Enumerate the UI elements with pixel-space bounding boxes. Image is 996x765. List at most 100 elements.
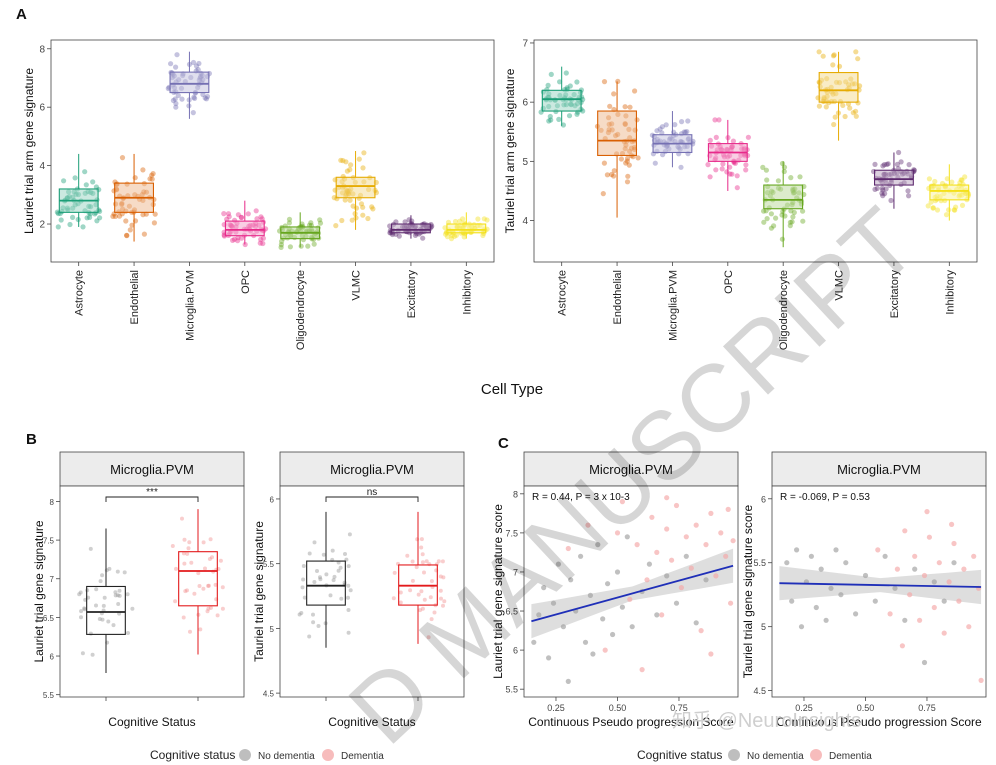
data-point-opc: [235, 235, 241, 241]
data-point-opc: [705, 162, 711, 168]
data-point-microglia-pvm: [191, 94, 197, 100]
facet-strip: [59, 451, 245, 487]
data-point-astrocyte: [548, 71, 554, 77]
data-point-dementia: [664, 495, 670, 501]
y-tick-label: 7: [50, 575, 55, 584]
data-point-oligodendrocyte: [761, 208, 767, 214]
data-point-microglia-pvm: [663, 122, 669, 128]
data-point-no-dementia: [104, 568, 109, 573]
data-point-opc: [258, 214, 264, 220]
data-point-opc: [258, 236, 264, 242]
data-point-dementia: [420, 560, 425, 565]
data-point-no-dementia: [808, 553, 815, 559]
data-point-vlmc: [356, 156, 362, 162]
data-point-no-dementia: [664, 573, 670, 579]
data-point-no-dementia: [113, 590, 118, 595]
data-point-dementia: [912, 553, 918, 559]
data-point-inhibitory: [932, 178, 938, 185]
data-point-dementia: [725, 506, 731, 512]
data-point-vlmc: [830, 53, 837, 59]
data-point-dementia: [180, 516, 184, 521]
data-point-microglia-pvm: [195, 67, 201, 73]
data-point-no-dementia: [951, 560, 957, 566]
data-point-dementia: [218, 558, 223, 563]
data-point-no-dementia: [126, 631, 130, 635]
data-point-oligodendrocyte: [278, 242, 284, 248]
data-point-vlmc: [836, 63, 843, 69]
data-point-no-dementia: [823, 617, 829, 623]
data-point-microglia-pvm: [175, 92, 181, 99]
data-point-endothelial: [622, 104, 628, 110]
data-point-endothelial: [141, 231, 147, 237]
data-point-excitatory: [896, 149, 902, 156]
data-point-excitatory: [898, 159, 904, 165]
data-point-microglia-pvm: [170, 97, 176, 104]
x-tick-label: 0.75: [918, 703, 936, 713]
data-point-opc: [224, 216, 230, 222]
legend-label-no-dementia: No dementia: [258, 751, 315, 762]
data-point-oligodendrocyte: [779, 160, 786, 167]
data-point-dementia: [201, 586, 206, 591]
data-point-opc: [727, 164, 733, 170]
data-point-vlmc: [347, 197, 353, 203]
data-point-no-dementia: [330, 548, 335, 553]
data-point-dementia: [198, 627, 203, 632]
data-point-oligodendrocyte: [788, 208, 794, 214]
data-point-no-dementia: [332, 574, 337, 579]
data-point-dementia: [208, 605, 213, 610]
y-tick-label: 5.5: [43, 691, 55, 700]
data-point-dementia: [220, 606, 225, 611]
data-point-dementia: [420, 606, 425, 611]
data-point-excitatory: [396, 233, 402, 239]
data-point-dementia: [201, 540, 206, 545]
x-tick-label-astrocyte: Astrocyte: [557, 270, 569, 316]
significance-bracket: [105, 496, 199, 502]
data-point-no-dementia: [297, 612, 302, 617]
data-point-inhibitory: [475, 216, 481, 222]
data-point-vlmc: [816, 49, 822, 55]
data-point-oligodendrocyte: [278, 244, 284, 250]
data-point-dementia: [956, 598, 962, 604]
data-point-vlmc: [853, 108, 859, 114]
data-point-opc: [242, 241, 248, 248]
data-point-excitatory: [882, 191, 888, 197]
data-point-inhibitory: [930, 205, 936, 211]
data-point-dementia: [182, 537, 187, 542]
data-point-astrocyte: [94, 218, 100, 224]
data-point-no-dementia: [117, 588, 122, 593]
data-point-inhibitory: [944, 176, 950, 182]
data-point-no-dementia: [338, 565, 343, 570]
data-point-endothelial: [140, 167, 146, 173]
y-axis-label: Tauriel trial gene signature: [252, 521, 266, 662]
x-tick-label-microglia-pvm: Microglia.PVM: [184, 270, 196, 341]
data-point-dementia: [664, 526, 670, 532]
data-point-astrocyte: [545, 82, 551, 88]
data-point-vlmc: [353, 205, 360, 211]
data-point-endothelial: [132, 175, 138, 181]
data-point-microglia-pvm: [678, 164, 684, 170]
data-point-dementia: [187, 540, 192, 545]
data-point-opc: [716, 117, 722, 123]
facet-strip: [523, 451, 739, 487]
chart-c-tauriel-vs-pseudo-progression: Microglia.PVM 4.5 5 5.5 6 Tauriel trial gene …: [741, 451, 987, 729]
data-point-no-dementia: [328, 593, 333, 598]
legend: Cognitive status No dementia Dementia Co…: [150, 748, 872, 762]
data-point-dementia: [649, 514, 655, 520]
data-point-no-dementia: [582, 639, 589, 645]
data-point-no-dementia: [673, 600, 680, 606]
data-point-vlmc: [831, 52, 837, 58]
box-excitatory: [874, 169, 914, 186]
data-point-dementia: [894, 566, 901, 572]
data-point-dementia: [419, 537, 424, 542]
data-point-dementia: [206, 583, 211, 588]
data-point-vlmc: [847, 105, 853, 111]
data-point-no-dementia: [88, 631, 93, 636]
legend-key-no-dementia: [239, 749, 251, 761]
data-point-no-dementia: [299, 611, 304, 615]
y-axis-label: Tauriel trial arm gene signature: [503, 68, 517, 233]
data-point-endothelial: [624, 158, 630, 164]
data-point-endothelial: [151, 220, 157, 226]
x-tick-label-inhibitory: Inhibitory: [461, 270, 473, 315]
data-point-astrocyte: [563, 70, 569, 76]
data-point-no-dementia: [838, 592, 844, 598]
